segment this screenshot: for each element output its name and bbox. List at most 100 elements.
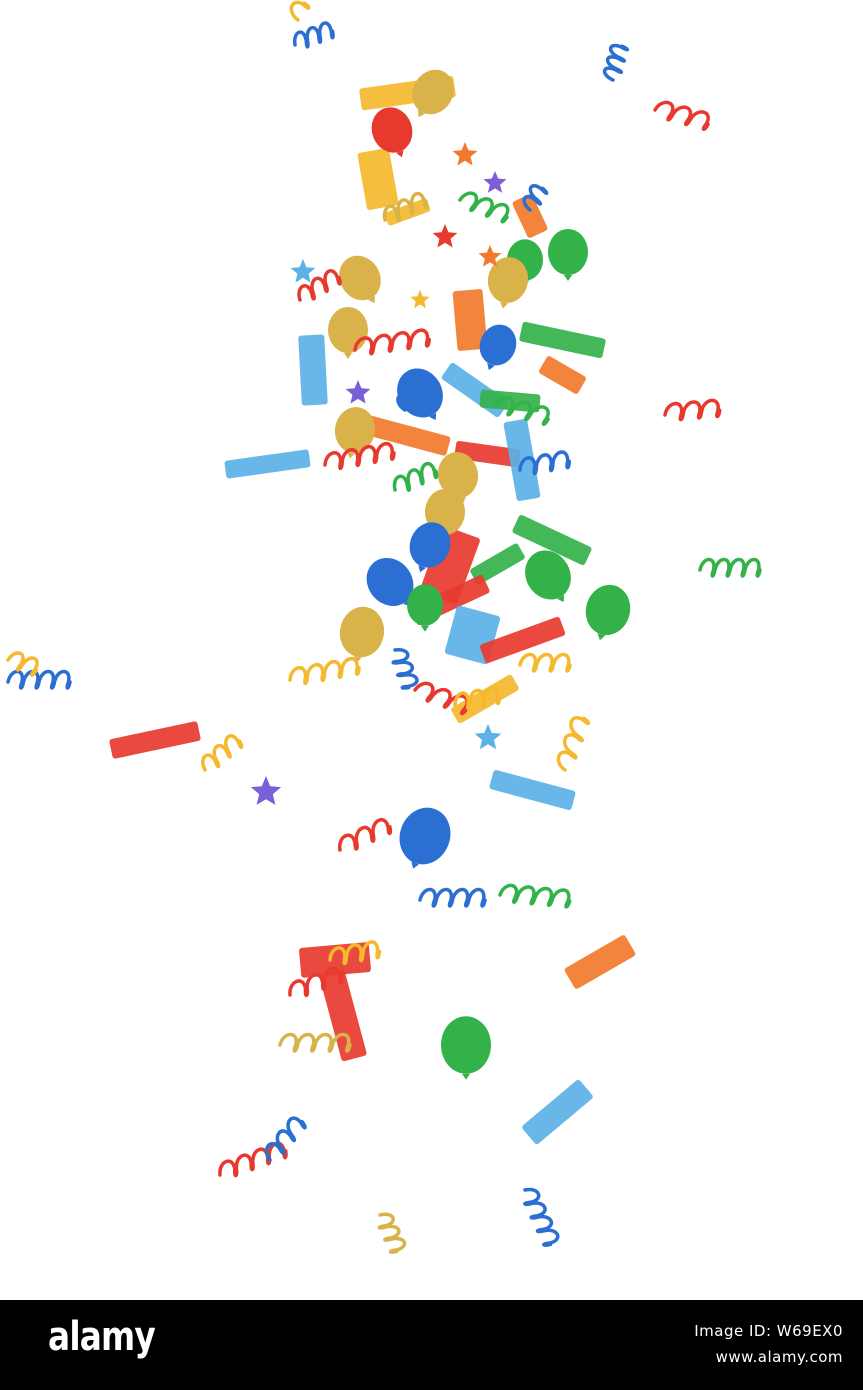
happy-birthday-strip	[359, 414, 451, 456]
balloon	[479, 324, 517, 366]
streamer	[391, 647, 419, 690]
streamer	[297, 269, 342, 302]
star	[250, 776, 282, 805]
happy-birthday-strip	[109, 721, 201, 759]
balloon	[328, 307, 368, 353]
balloon	[409, 522, 451, 568]
happy-birthday-strip	[441, 362, 509, 418]
star	[290, 259, 316, 283]
star	[410, 290, 430, 309]
balloon-knot	[597, 633, 606, 641]
balloon-knot	[396, 150, 404, 158]
happy-birthday-strip	[224, 449, 311, 479]
star	[474, 724, 502, 750]
balloon-knot	[557, 594, 565, 603]
streamer	[323, 441, 396, 471]
streamer	[392, 461, 439, 492]
confetti-illustration	[6, 0, 762, 1254]
balloon	[548, 229, 588, 275]
streamer	[556, 716, 591, 772]
happy-birthday-strip	[319, 968, 367, 1062]
streamer	[523, 1187, 560, 1247]
brand-logo-text: alamy	[48, 1314, 156, 1360]
happy-birthday-strip	[512, 515, 592, 565]
balloon	[407, 584, 443, 626]
streamer	[292, 21, 335, 49]
streamer	[396, 379, 422, 412]
streamer	[6, 669, 72, 690]
streamer	[377, 1212, 407, 1254]
confetti-photo	[6, 0, 762, 1254]
watermark-bar: alamy Image ID: W69EX0 www.alamy.com	[0, 1300, 863, 1390]
streamer	[698, 557, 762, 578]
happy-birthday-strip	[357, 148, 399, 210]
balloon	[437, 452, 479, 498]
streamer	[453, 686, 502, 711]
streamer	[518, 652, 572, 673]
balloon	[487, 257, 529, 303]
streamer	[458, 191, 510, 224]
streamer	[353, 328, 432, 356]
balloon-knot	[344, 353, 352, 359]
balloon-knot	[418, 565, 426, 573]
happy-birthday-strip	[420, 526, 480, 604]
balloon-knot	[500, 301, 508, 309]
streamer	[663, 398, 722, 422]
streamer	[382, 191, 429, 222]
star	[483, 171, 507, 193]
balloon-knot	[353, 656, 362, 663]
balloon	[585, 584, 631, 636]
balloon-knot	[564, 275, 572, 281]
balloon-knot	[429, 412, 437, 421]
happy-birthday-strip	[519, 321, 606, 359]
streamer	[653, 100, 710, 132]
happy-birthday-strip	[489, 770, 576, 810]
streamer	[522, 184, 549, 212]
balloon	[525, 550, 571, 600]
streamer	[6, 651, 39, 677]
balloon-knot	[411, 861, 419, 869]
streamer	[289, 0, 311, 22]
streamer	[288, 966, 344, 998]
balloon	[339, 255, 381, 301]
balloon	[371, 107, 413, 153]
streamer	[201, 734, 244, 772]
happy-birthday-strip	[479, 616, 566, 664]
happy-birthday-strip	[539, 356, 586, 394]
balloon-knot	[368, 295, 375, 304]
balloon	[441, 1016, 491, 1074]
streamer	[288, 656, 361, 686]
happy-birthday-strip	[299, 942, 371, 978]
star	[452, 142, 478, 166]
streamer	[518, 450, 571, 476]
balloon	[334, 407, 376, 453]
streamer	[602, 43, 630, 82]
balloon	[399, 807, 451, 865]
star	[432, 224, 458, 248]
balloon-knot	[418, 109, 425, 118]
streamer	[278, 1032, 352, 1053]
happy-birthday-strip	[564, 935, 636, 989]
star	[345, 380, 371, 404]
streamer	[328, 940, 381, 966]
balloon-knot	[421, 625, 429, 632]
happy-birthday-strip	[522, 1079, 593, 1145]
happy-birthday-strip	[452, 289, 488, 351]
streamer	[418, 887, 487, 908]
star	[478, 245, 502, 267]
streamer	[413, 681, 469, 716]
streamer	[493, 395, 550, 427]
site-url-label: www.alamy.com	[715, 1348, 843, 1366]
happy-birthday-strip	[512, 194, 548, 238]
balloon-knot	[487, 363, 495, 371]
streamer	[264, 1116, 307, 1162]
balloon	[366, 558, 414, 606]
balloon	[397, 368, 443, 418]
image-id-label: Image ID: W69EX0	[694, 1322, 843, 1340]
balloon	[412, 69, 454, 115]
streamer	[338, 818, 393, 852]
balloon-knot	[462, 1073, 470, 1080]
balloon	[339, 606, 385, 658]
happy-birthday-strip	[298, 334, 328, 406]
balloon-knot	[347, 451, 355, 459]
